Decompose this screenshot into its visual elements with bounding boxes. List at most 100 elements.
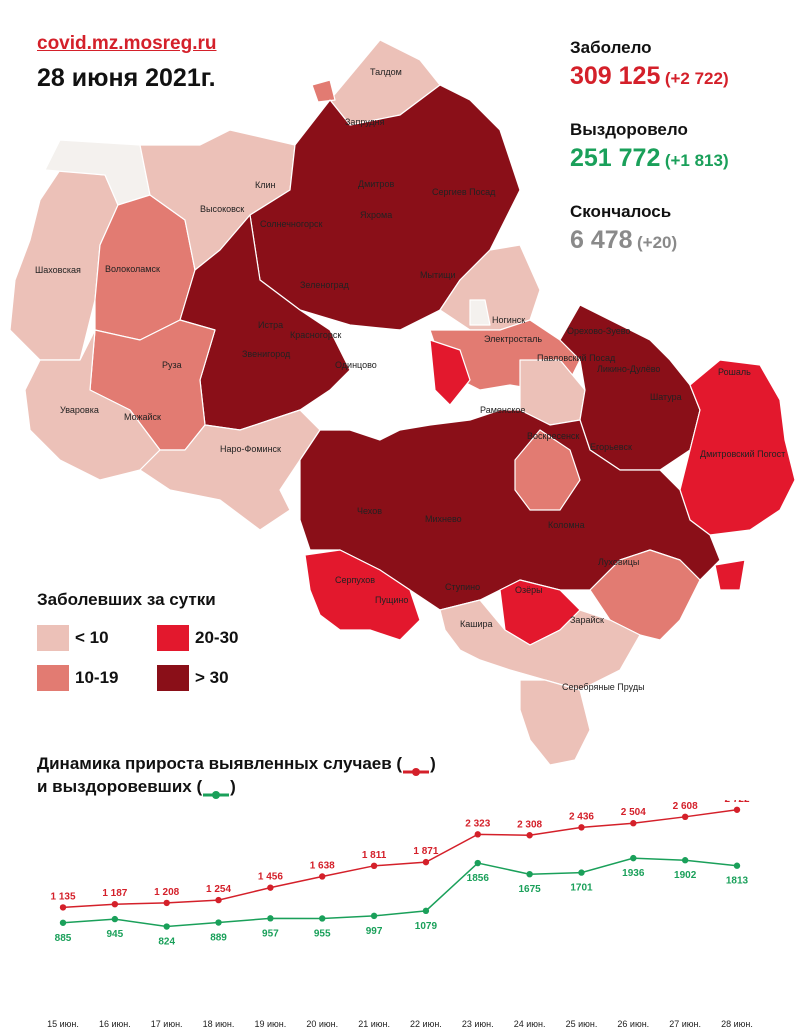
map-label: Зарайск <box>570 615 604 625</box>
region-taldom-spot <box>311 79 336 103</box>
map-label: Серпухов <box>335 575 375 585</box>
recovered-data-label: 1079 <box>415 921 438 932</box>
deaths-block: 6 478 (+20) <box>570 226 677 255</box>
infected-data-label: 2 722 <box>724 800 749 805</box>
recovered-point <box>319 915 326 922</box>
map-label: Озёры <box>515 585 543 595</box>
legend-title: Заболевших за сутки <box>37 590 216 609</box>
infected-label: Заболело <box>570 38 652 57</box>
report-date: 28 июня 2021г. <box>37 64 216 92</box>
infected-point <box>111 900 119 908</box>
recovered-point <box>578 869 585 876</box>
map-label: Шатура <box>650 392 682 402</box>
map-label: Мытищи <box>420 270 456 280</box>
x-tick-label: 15 июн. <box>47 1019 79 1029</box>
recovered-data-label: 1675 <box>518 884 541 895</box>
recovered-data-label: 1813 <box>726 876 749 887</box>
map-label: Запрудня <box>345 117 385 127</box>
region-shatura <box>679 359 796 536</box>
recovered-point <box>370 912 378 920</box>
region-balashikha <box>429 339 471 406</box>
map-label: Руза <box>162 360 182 370</box>
x-tick-label: 23 июн. <box>462 1019 494 1029</box>
region-east-small <box>714 559 746 591</box>
map-label: Коломна <box>548 520 585 530</box>
recovered-data-label: 957 <box>262 928 279 939</box>
map-label: Михнево <box>425 514 462 524</box>
recovered-point <box>163 923 170 930</box>
infected-data-label: 1 456 <box>258 872 283 883</box>
deaths-delta: (+20) <box>637 233 678 252</box>
recovered-data-label: 1856 <box>467 873 490 884</box>
infected-point <box>733 806 741 813</box>
recovered-point <box>422 907 430 915</box>
x-tick-label: 27 июн. <box>669 1019 701 1029</box>
moscow-region-map: Талдом Запрудня Дмитров Сергиев Посад Клин Вы… <box>9 39 796 766</box>
map-label: Серебряные Пруды <box>562 682 645 692</box>
map-label: Высоковск <box>200 204 244 214</box>
region-kashira <box>439 599 641 691</box>
recovered-point <box>215 919 222 926</box>
infected-data-label: 1 135 <box>50 891 75 902</box>
x-tick-label: 26 июн. <box>617 1019 649 1029</box>
infected-point <box>59 904 67 911</box>
region-serebryanye-prudy <box>519 679 591 766</box>
recovered-data-label: 945 <box>107 929 124 940</box>
map-label: Раменское <box>480 405 525 415</box>
chart-title: Динамика прироста выявленных случаев () … <box>37 752 436 799</box>
cases-line-chart: 1 135 1 187 1 208 1 254 1 456 1 638 1 811 1 871… <box>47 800 753 1029</box>
x-tick-label: 18 июн. <box>203 1019 235 1029</box>
infected-point <box>267 884 274 891</box>
infected-point <box>474 831 481 838</box>
region-white-spot <box>469 299 491 326</box>
map-label: Пущино <box>375 595 408 605</box>
recovered-point <box>59 919 67 926</box>
x-tick-label: 24 июн. <box>514 1019 546 1029</box>
infected-total: 309 125 <box>570 62 661 90</box>
recovered-data-label: 997 <box>366 926 383 937</box>
legend-label-gt30: > 30 <box>195 668 229 687</box>
recovered-point <box>474 859 481 867</box>
infected-data-label: 2 308 <box>517 819 542 830</box>
recovered-data-label: 885 <box>55 933 72 944</box>
infected-data-label: 1 638 <box>310 860 335 871</box>
map-label: Одинцово <box>335 360 377 370</box>
map-label: Шаховская <box>35 265 81 275</box>
region-south-dark <box>299 409 721 611</box>
legend-swatch-20-30 <box>157 625 189 651</box>
legend-swatch-gt30 <box>157 665 189 691</box>
map-label: Талдом <box>370 67 402 77</box>
map-label: Наро-Фоминск <box>220 444 281 454</box>
infected-data-label: 1 187 <box>102 888 127 899</box>
deaths-label: Скончалось <box>570 202 672 221</box>
recovered-data-label: 1936 <box>622 868 645 879</box>
legend-swatch-10-19 <box>37 665 69 691</box>
site-link[interactable]: covid.mz.mosreg.ru <box>37 33 217 54</box>
infected-data-label: 1 254 <box>206 884 231 895</box>
recovered-total: 251 772 <box>570 144 661 172</box>
infected-point <box>319 873 326 880</box>
infected-point <box>215 896 222 904</box>
infected-block: 309 125 (+2 722) <box>570 62 729 91</box>
map-label: Истра <box>258 320 283 330</box>
recovered-point <box>681 857 689 864</box>
infected-point <box>526 832 533 839</box>
recovered-data-label: 955 <box>314 928 331 939</box>
recovered-line-icon <box>202 783 230 799</box>
infected-data-label: 1 811 <box>362 850 387 861</box>
recovered-data-label: 889 <box>210 933 227 944</box>
map-label: Ногинск <box>492 315 525 325</box>
infected-point <box>630 820 637 827</box>
infected-data-label: 2 608 <box>673 801 698 812</box>
map-label: Звенигород <box>242 349 291 359</box>
infected-point <box>422 858 430 866</box>
region-serpukhov <box>304 549 421 641</box>
infected-data-label: 1 871 <box>413 846 438 857</box>
x-tick-label: 19 июн. <box>255 1019 287 1029</box>
map-label: Ликино-Дулёво <box>597 364 660 374</box>
infected-data-label: 2 323 <box>465 818 490 829</box>
x-tick-label: 22 июн. <box>410 1019 442 1029</box>
recovered-point <box>526 870 533 878</box>
map-label: Рошаль <box>718 367 751 377</box>
recovered-point <box>111 915 119 923</box>
